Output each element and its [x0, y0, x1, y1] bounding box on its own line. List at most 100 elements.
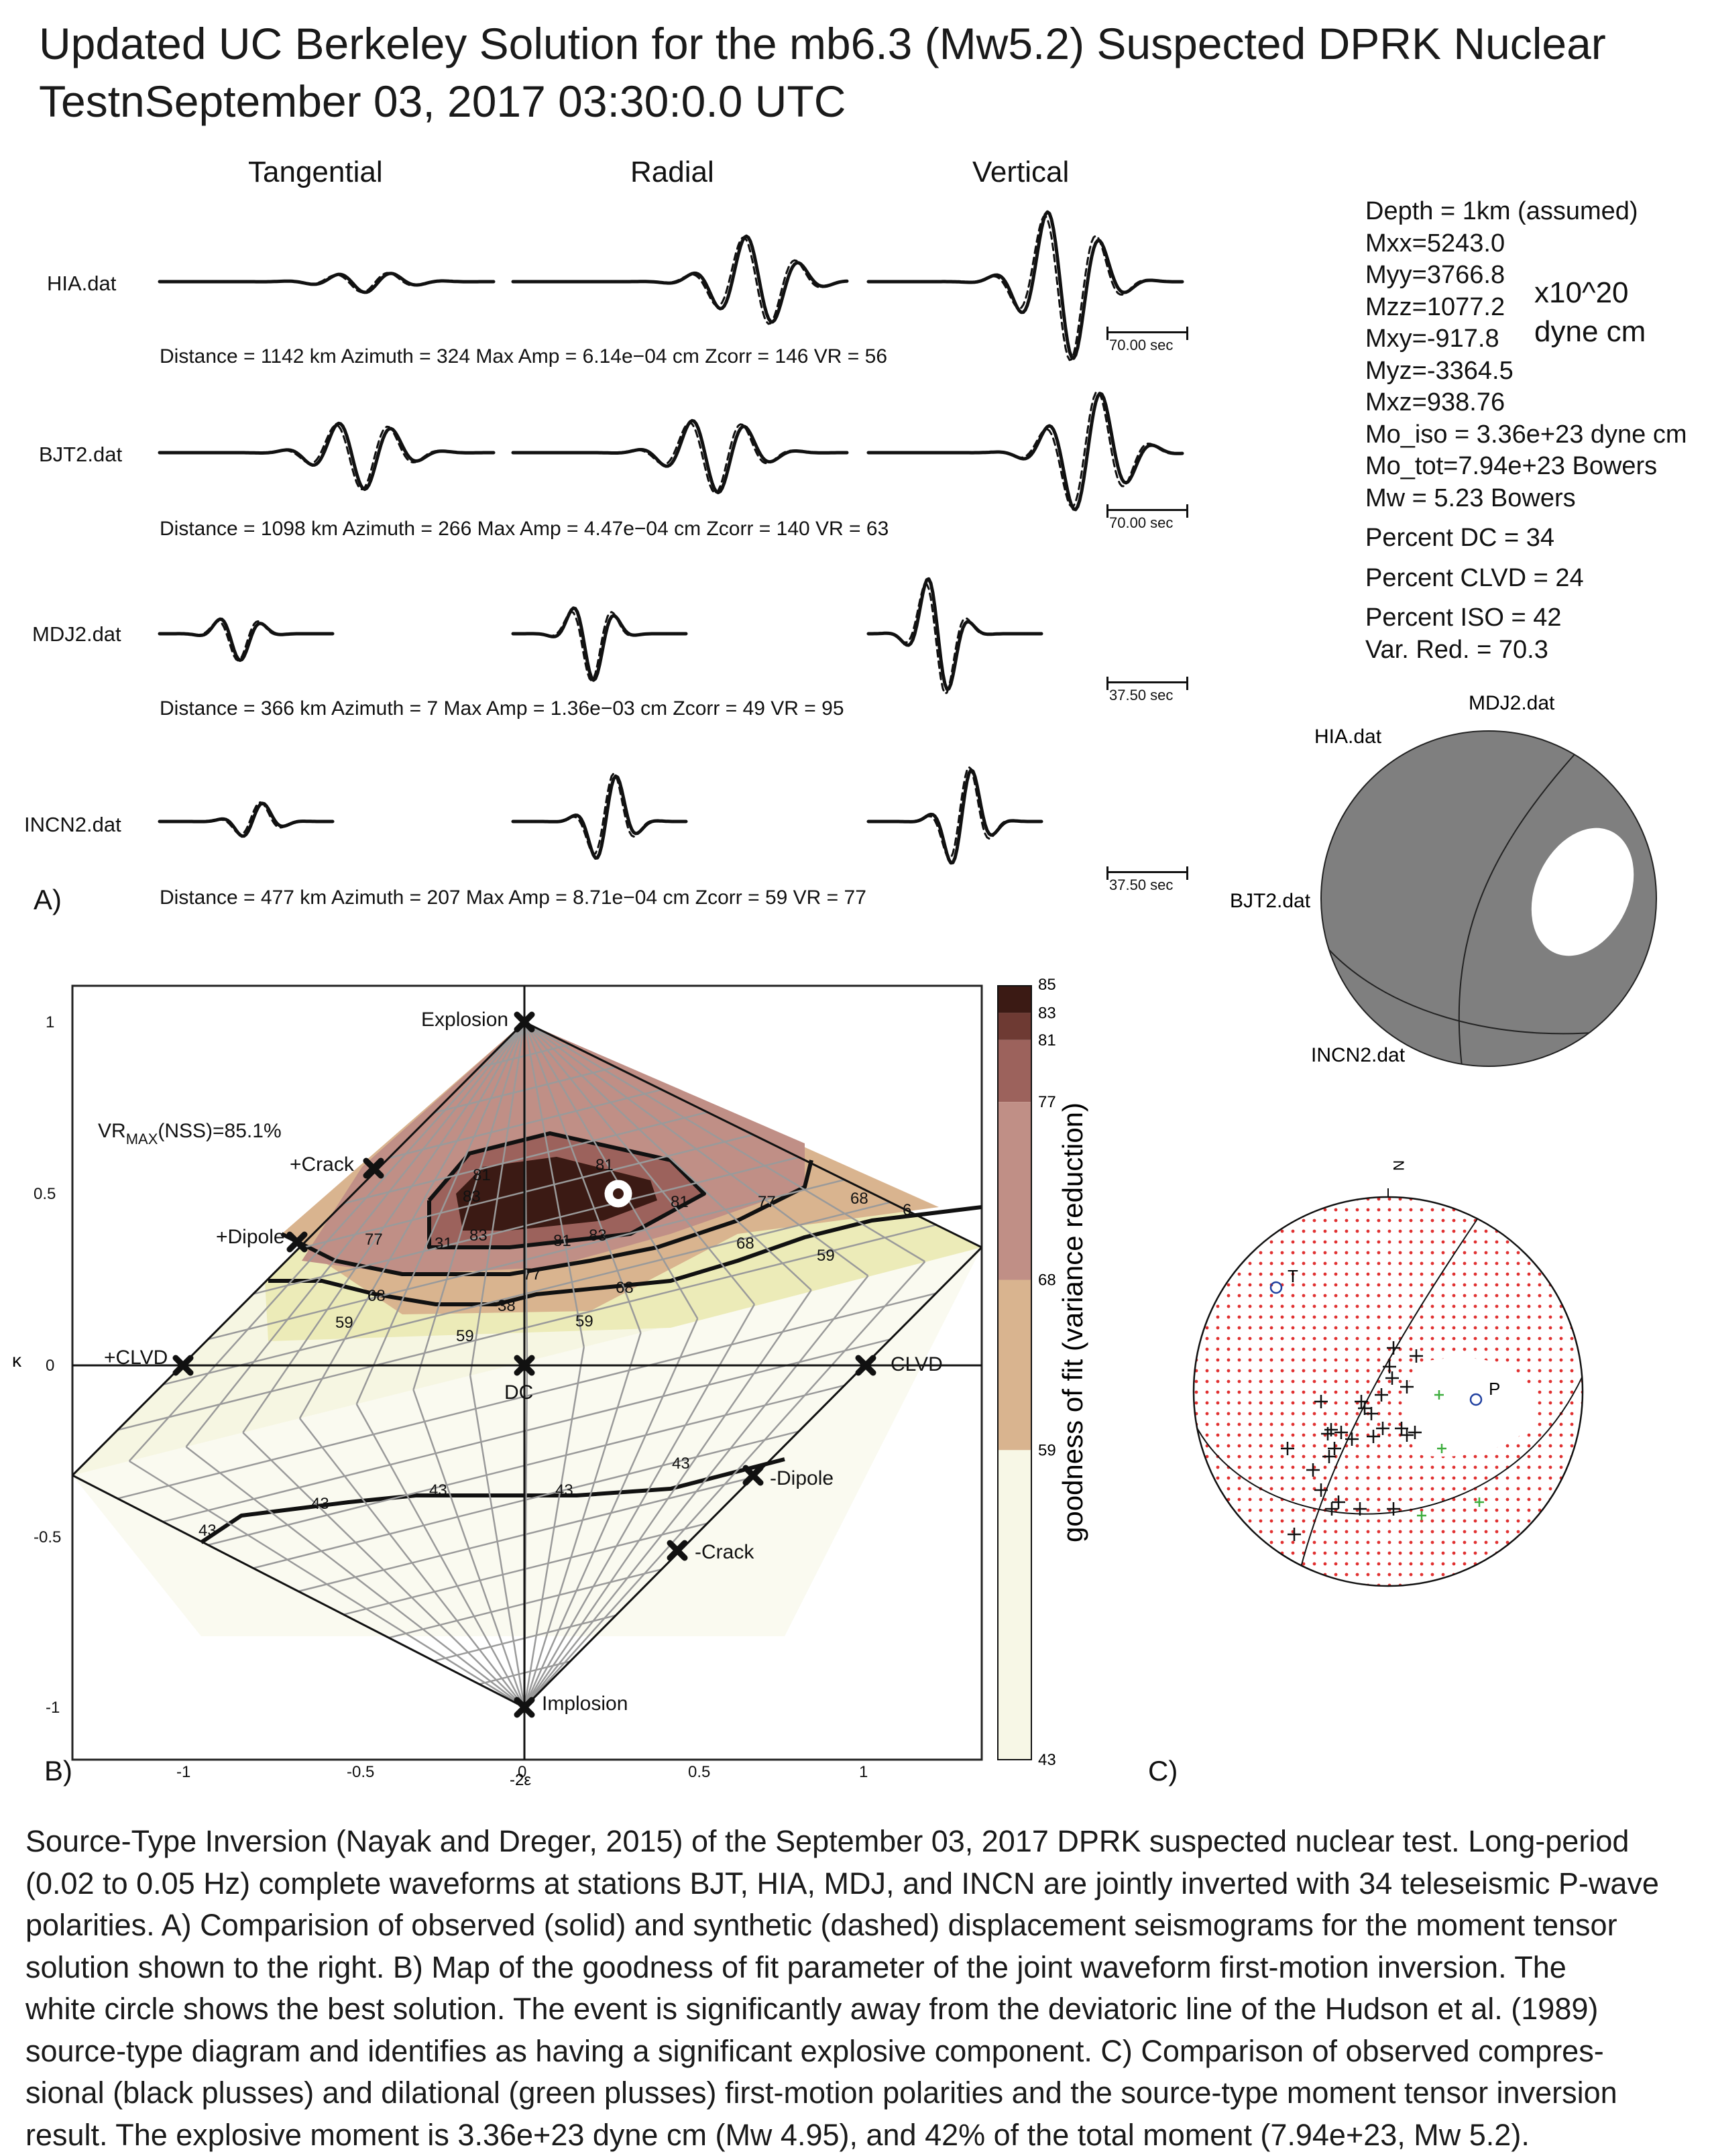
observed-trace — [868, 394, 1182, 510]
param-line: Mw = 5.23 Bowers — [1365, 483, 1687, 515]
contour-label: 83 — [463, 1188, 481, 1206]
caption-line: solution shown to the right. B) Map of t… — [25, 1947, 1689, 1989]
observed-trace — [160, 274, 494, 292]
caption-line: source-type diagram and identifies as ha… — [25, 2031, 1689, 2073]
contour-label: 59 — [575, 1312, 593, 1330]
y-tick-label: 1 — [46, 1013, 54, 1031]
observed-trace — [513, 420, 847, 492]
contour-label: 68 — [616, 1279, 634, 1297]
y-tick-label: 0 — [46, 1357, 54, 1375]
y-tick-label: 0.5 — [34, 1185, 56, 1203]
marker-label-pdipole: +Dipole — [216, 1226, 285, 1248]
beachball-label-bjt2: BJT2.dat — [1230, 890, 1311, 912]
contour-label: 59 — [456, 1327, 474, 1345]
observed-trace — [868, 579, 1041, 689]
north-label: N — [1390, 1160, 1407, 1171]
panel-letter-c: C) — [1148, 1755, 1178, 1787]
waveform-panel — [0, 0, 1207, 939]
param-line: Percent DC = 34 — [1365, 522, 1687, 555]
contour-label: 59 — [817, 1247, 835, 1265]
colorbar-tick: 81 — [1038, 1031, 1056, 1049]
marker-label-pcrack: +Crack — [290, 1153, 355, 1176]
param-line: Percent ISO = 42 — [1365, 602, 1687, 634]
marker-label-dc: DC — [504, 1381, 533, 1404]
contour-label: 31 — [435, 1235, 453, 1253]
colorbar-tick: 85 — [1038, 976, 1056, 994]
colorbar-segment — [998, 1450, 1031, 1760]
contour-label: 6 — [903, 1201, 911, 1219]
colorbar-tick: 83 — [1038, 1004, 1056, 1022]
beachball-diagram: MDJ2.dat HIA.dat BJT2.dat INCN2.dat — [1207, 691, 1710, 1093]
contour-label: 43 — [672, 1455, 690, 1473]
contour-label: 81 — [595, 1156, 614, 1174]
marker-label-mcrack: -Crack — [695, 1541, 754, 1563]
observed-trace — [868, 770, 1041, 863]
y-tick-label: -1 — [46, 1699, 60, 1717]
contour-label: 83 — [469, 1227, 488, 1245]
colorbar-segment — [998, 1280, 1031, 1451]
param-line: Percent CLVD = 24 — [1365, 563, 1687, 595]
focal-sphere: N T P — [1180, 1140, 1609, 1596]
y-tick-label: -0.5 — [34, 1528, 61, 1546]
param-line: Mo_tot=7.94e+23 Bowers — [1365, 451, 1687, 483]
x-tick-label: 0.5 — [688, 1763, 710, 1781]
observed-trace — [513, 236, 847, 322]
x-axis-label: -2ε — [510, 1771, 531, 1789]
beachball-label-incn2: INCN2.dat — [1311, 1044, 1406, 1066]
param-line: Var. Red. = 70.3 — [1365, 634, 1687, 667]
y-axis-label: κ — [12, 1350, 22, 1371]
best-solution-center — [613, 1188, 624, 1199]
param-line: Mxz=938.76 — [1365, 387, 1687, 419]
caption-line: Source-Type Inversion (Nayak and Dreger,… — [25, 1821, 1689, 1863]
moment-units: x10^20 dyne cm — [1534, 274, 1646, 351]
source-type-plot: Explosion Implosion +Crack +Dipole +CLVD… — [0, 966, 1140, 1824]
contour-label: 81 — [671, 1193, 689, 1211]
x-tick-label: -1 — [176, 1763, 190, 1781]
contour-label: 59 — [335, 1314, 353, 1332]
synthetic-trace — [160, 802, 333, 834]
contour-label: 43 — [198, 1522, 217, 1540]
contour-label: 43 — [429, 1481, 447, 1499]
contour-label: 77 — [523, 1265, 541, 1284]
colorbar-tick: 43 — [1038, 1751, 1056, 1769]
marker-label-mdipole: -Dipole — [770, 1467, 834, 1489]
panel-letter-a: A) — [34, 884, 62, 916]
param-line: Mo_iso = 3.36e+23 dyne cm — [1365, 419, 1687, 451]
units-scale: x10^20 — [1534, 274, 1646, 313]
caption-line: (0.02 to 0.05 Hz) complete waveforms at … — [25, 1863, 1689, 1905]
marker-label-explosion: Explosion — [421, 1009, 508, 1031]
colorbar-segment — [998, 986, 1031, 1013]
caption-line: result. The explosive moment is 3.36e+23… — [25, 2114, 1689, 2156]
observed-trace — [513, 608, 686, 681]
colorbar-tick: 68 — [1038, 1271, 1056, 1290]
beachball-label-mdj2: MDJ2.dat — [1469, 692, 1555, 714]
caption-line: sional (black plusses) and dilational (g… — [25, 2072, 1689, 2114]
colorbar-segment — [998, 1040, 1031, 1102]
colorbar-tick: 77 — [1038, 1093, 1056, 1111]
contour-label: 43 — [555, 1481, 573, 1499]
units-name: dyne cm — [1534, 313, 1646, 351]
observed-trace — [160, 423, 494, 489]
synthetic-trace — [513, 422, 847, 492]
colorbar-label: goodness of fit (variance reduction) — [1057, 1102, 1088, 1542]
param-line: Depth = 1km (assumed) — [1365, 196, 1687, 228]
contour-label: 81 — [473, 1166, 491, 1184]
contour-label: 77 — [758, 1193, 776, 1211]
contour-label: 68 — [367, 1287, 386, 1305]
contour-label: 43 — [311, 1495, 329, 1513]
beachball-label-hia: HIA.dat — [1314, 726, 1382, 748]
marker-label-mclvd: -CLVD — [884, 1353, 943, 1375]
marker-label-implosion: Implosion — [542, 1693, 628, 1715]
colorbar-segment — [998, 1102, 1031, 1280]
x-tick-label: -0.5 — [347, 1763, 374, 1781]
contour-label: 83 — [589, 1227, 607, 1245]
solution-parameters: Depth = 1km (assumed) Mxx=5243.0 Myy=376… — [1365, 196, 1687, 666]
param-line: Mxx=5243.0 — [1365, 228, 1687, 260]
caption-line: white circle shows the best solution. Th… — [25, 1988, 1689, 2031]
caption-line: polarities. A) Comparision of observed (… — [25, 1905, 1689, 1947]
figure-caption: Source-Type Inversion (Nayak and Dreger,… — [25, 1821, 1689, 2156]
contour-label: 77 — [365, 1231, 383, 1249]
synthetic-trace — [868, 392, 1182, 507]
marker-label-pclvd: +CLVD — [104, 1347, 168, 1369]
